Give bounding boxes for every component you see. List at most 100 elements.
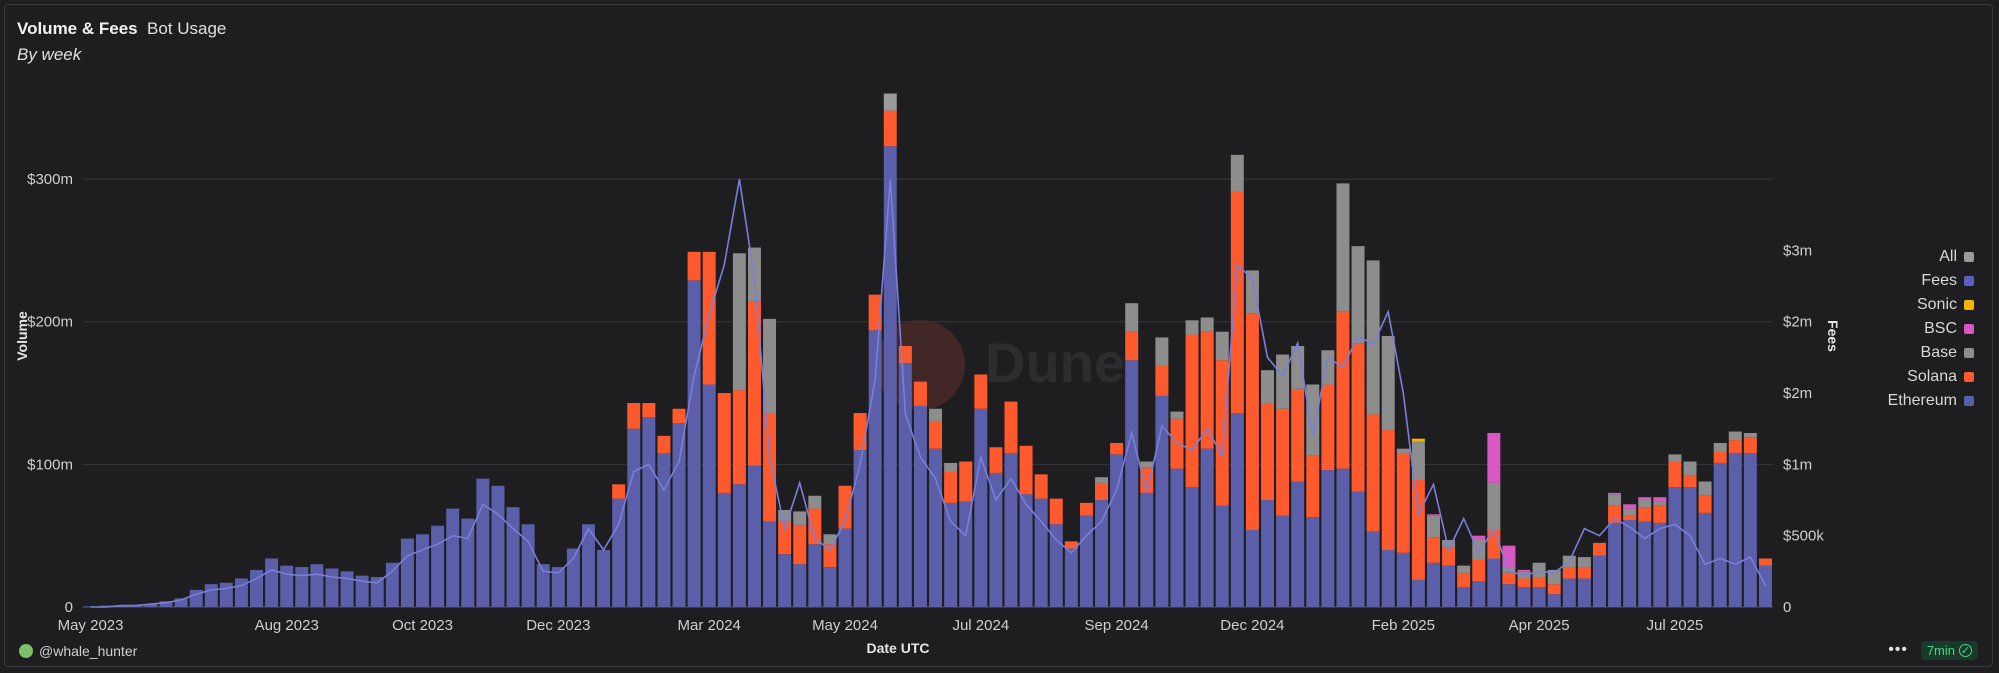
author[interactable]: @whale_hunter: [19, 643, 137, 659]
y2-axis-label: Fees: [1825, 320, 1841, 352]
bar-solana: [1306, 455, 1320, 518]
bar-ethereum: [1125, 360, 1139, 607]
bar-solana: [657, 435, 671, 453]
bar-ethereum: [1743, 452, 1757, 607]
legend-item-base[interactable]: Base: [1888, 341, 1974, 365]
bar-solana: [1276, 408, 1290, 516]
bar-solana: [1200, 331, 1214, 449]
bar-ethereum: [657, 452, 671, 607]
bar-solana: [808, 508, 822, 545]
legend-label: Solana: [1907, 368, 1957, 385]
bar-ethereum: [1442, 565, 1456, 607]
bar-solana: [1291, 388, 1305, 482]
bar-ethereum: [1079, 515, 1093, 607]
x-tick-label: Dec 2024: [1220, 617, 1284, 634]
bar-solana: [1095, 482, 1109, 501]
bar-ethereum: [1185, 487, 1199, 607]
tab-bot-usage[interactable]: Bot Usage: [147, 19, 227, 38]
bar-solana: [747, 301, 761, 466]
bar-base: [1261, 370, 1274, 404]
bar-solana: [1728, 440, 1742, 453]
bar-solana: [1140, 467, 1154, 493]
legend-item-bsc[interactable]: BSC: [1888, 317, 1974, 341]
bar-solana: [1698, 495, 1712, 513]
bar-solana: [763, 413, 777, 522]
bar-ethereum: [385, 562, 399, 607]
bar-base: [1683, 461, 1697, 476]
bar-solana: [1713, 451, 1727, 463]
bar-ethereum: [853, 450, 867, 607]
bar-bsc: [1472, 535, 1486, 540]
bar-base: [1668, 454, 1682, 462]
bar-bsc: [1638, 497, 1652, 501]
chart-card: Volume & Fees Bot Usage By week Dune 0 $1…: [4, 4, 1993, 667]
y-tick-label: 0: [65, 599, 73, 616]
bar-ethereum: [1245, 529, 1259, 607]
bar-ethereum: [687, 280, 701, 607]
bar-solana: [974, 374, 988, 409]
bar-solana: [1230, 191, 1244, 414]
x-tick-label: Mar 2024: [678, 617, 741, 634]
bar-ethereum: [808, 544, 822, 607]
bar-ethereum: [506, 507, 520, 607]
bar-solana: [1185, 334, 1199, 488]
bar-ethereum: [1487, 558, 1501, 607]
bar-solana: [1653, 505, 1667, 523]
bar-ethereum: [400, 538, 414, 607]
bar-ethereum: [793, 564, 807, 607]
bar-ethereum: [913, 405, 927, 607]
chart-title: Volume & Fees: [17, 19, 138, 38]
bar-ethereum: [159, 601, 173, 607]
legend-item-fees[interactable]: Fees: [1888, 269, 1974, 293]
bar-solana: [1683, 475, 1697, 488]
bar-ethereum: [974, 408, 988, 607]
bar-solana: [1004, 401, 1018, 453]
bar-ethereum: [1004, 452, 1018, 607]
bar-ethereum: [1019, 494, 1033, 607]
bar-ethereum: [1653, 522, 1667, 607]
bar-ethereum: [838, 528, 852, 607]
bar-base: [1245, 270, 1259, 314]
refresh-badge[interactable]: 7min ✓: [1920, 641, 1978, 660]
legend-item-sonic[interactable]: Sonic: [1888, 293, 1974, 317]
y2-tick-label: $2m: [1783, 314, 1812, 331]
bar-base: [763, 318, 777, 414]
bar-ethereum: [280, 565, 294, 607]
bar-base: [1215, 331, 1229, 361]
watermark-text: Dune: [985, 331, 1125, 394]
legend-item-solana[interactable]: Solana: [1888, 365, 1974, 389]
bar-base: [1140, 461, 1154, 468]
x-tick-label: Feb 2025: [1372, 617, 1435, 634]
x-tick-label: Apr 2025: [1509, 617, 1570, 634]
legend-item-ethereum[interactable]: Ethereum: [1888, 389, 1974, 413]
bar-ethereum: [370, 577, 384, 607]
bar-solana: [823, 544, 837, 568]
bar-ethereum: [1306, 517, 1320, 607]
bar-ethereum: [747, 465, 761, 607]
bar-base: [929, 408, 943, 422]
bar-all: [883, 93, 897, 111]
bar-ethereum: [1140, 492, 1154, 607]
bar-ethereum: [763, 521, 777, 607]
x-tick-label: May 2024: [812, 617, 878, 634]
bar-solana: [702, 251, 716, 385]
bar-solana: [1638, 507, 1652, 522]
bar-base: [1381, 336, 1395, 431]
bar-base: [1306, 384, 1320, 456]
bar-base: [944, 462, 958, 472]
x-tick-label: Oct 2023: [392, 617, 453, 634]
bar-solana: [838, 485, 852, 529]
bar-base: [1442, 539, 1456, 548]
bar-solana: [793, 525, 807, 565]
bar-solana: [1758, 558, 1772, 566]
bar-base: [1396, 448, 1410, 453]
bar-ethereum: [959, 501, 973, 607]
legend-swatch: [1964, 252, 1974, 262]
bar-base: [1095, 477, 1109, 483]
bar-ethereum: [1758, 565, 1772, 607]
legend-item-all[interactable]: All: [1888, 245, 1974, 269]
bar-solana: [883, 110, 897, 147]
ellipsis-icon[interactable]: •••: [1888, 641, 1908, 658]
bar-ethereum: [1502, 584, 1516, 607]
bar-solana: [612, 484, 626, 499]
